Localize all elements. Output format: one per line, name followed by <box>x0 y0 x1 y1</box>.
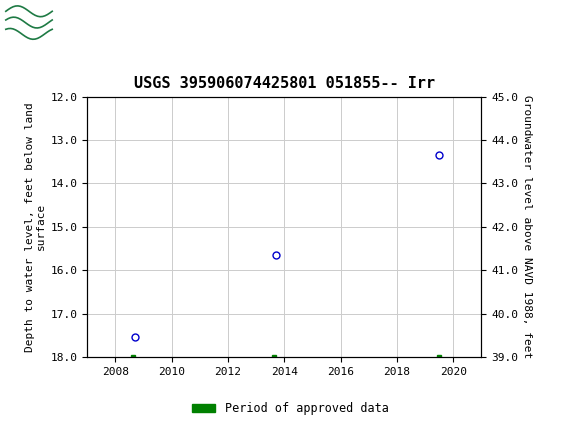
Y-axis label: Depth to water level, feet below land
surface: Depth to water level, feet below land su… <box>24 102 46 352</box>
Title: USGS 395906074425801 051855-- Irr: USGS 395906074425801 051855-- Irr <box>133 77 435 92</box>
Text: USGS: USGS <box>58 14 102 31</box>
Legend: Period of approved data: Period of approved data <box>187 397 393 420</box>
Bar <box>3 3 52 42</box>
Y-axis label: Groundwater level above NAVD 1988, feet: Groundwater level above NAVD 1988, feet <box>522 95 532 359</box>
